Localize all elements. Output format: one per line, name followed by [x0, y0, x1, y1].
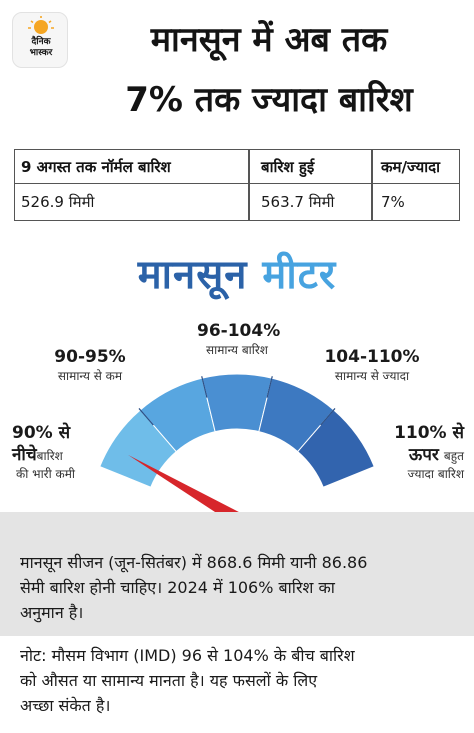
meter-title-part2: मीटर	[262, 252, 337, 298]
cell-rain-received: 563.7 मिमी	[261, 193, 335, 211]
segment-desc2: की भारी कमी	[16, 467, 76, 481]
segment-range: 96-104%	[197, 321, 281, 341]
segment-label-96-104: 96-104% सामान्य बारिश	[197, 320, 281, 358]
logo-line2: भास्कर	[29, 48, 53, 58]
info-line: सेमी बारिश होनी चाहिए। 2024 में 106% बार…	[20, 578, 335, 597]
info-box	[0, 512, 474, 636]
segment-desc: बारिश	[36, 449, 63, 463]
segment-range-l2-row: नीचेबारिश	[12, 444, 122, 466]
headline-line1: मानसून में अब तक	[150, 20, 388, 60]
gauge-tick	[266, 376, 273, 398]
dainik-bhaskar-logo: दैनिक भास्कर	[12, 12, 68, 68]
segment-range-l1: 110% से	[394, 423, 464, 443]
segment-label-below-90: 90% से नीचेबारिश की भारी कमी	[12, 422, 122, 482]
segment-desc: सामान्य से ज्यादा	[334, 369, 410, 383]
sun-icon	[28, 16, 54, 34]
segment-range-l2-row: ऊपर बहुत	[372, 444, 464, 466]
monsoon-gauge	[99, 373, 375, 512]
segment-desc2: ज्यादा बारिश	[407, 467, 464, 481]
gauge-tick	[201, 376, 208, 398]
rainfall-table: 9 अगस्त तक नॉर्मल बारिश बारिश हुई कम/ज्य…	[14, 149, 460, 221]
segment-desc: सामान्य से कम	[57, 369, 123, 383]
segment-range: 90-95%	[54, 347, 126, 367]
header-difference: कम/ज्यादा	[381, 158, 440, 176]
segment-range-l1: 90% से	[12, 423, 71, 443]
info-text: मानसून सीजन (जून-सितंबर) में 868.6 मिमी …	[20, 550, 460, 625]
note-line: को औसत या सामान्य मानता है। यह फसलों के …	[20, 671, 318, 690]
info-line: मानसून सीजन (जून-सितंबर) में 868.6 मिमी …	[20, 553, 368, 572]
note-text: नोट: मौसम विभाग (IMD) 96 से 104% के बीच …	[20, 643, 460, 718]
segment-range: 104-110%	[324, 347, 420, 367]
header-normal-rain: 9 अगस्त तक नॉर्मल बारिश	[21, 158, 171, 176]
gauge-tick	[138, 408, 154, 426]
table-divider	[248, 150, 250, 220]
meter-title-part1: मानसून	[137, 252, 248, 298]
gauge-segment	[297, 409, 375, 488]
segment-desc: बहुत	[443, 449, 464, 463]
table-header-row	[15, 150, 459, 184]
segment-range-l2: ऊपर	[408, 445, 439, 465]
gauge-needle	[127, 454, 239, 512]
segment-range-l2: नीचे	[12, 445, 37, 465]
segment-label-104-110: 104-110% सामान्य से ज्यादा	[312, 346, 432, 384]
note-line: अच्छा संकेत है।	[20, 696, 111, 715]
segment-label-90-95: 90-95% सामान्य से कम	[40, 346, 140, 384]
cell-difference: 7%	[381, 193, 405, 211]
headline-line2: 7% तक ज्यादा बारिश	[125, 80, 413, 120]
note-line: नोट: मौसम विभाग (IMD) 96 से 104% के बीच …	[20, 646, 355, 665]
table-divider	[371, 150, 373, 220]
info-line: अनुमान है।	[20, 603, 84, 622]
segment-desc: सामान्य बारिश	[206, 343, 268, 357]
meter-title: मानसून मीटर	[0, 250, 474, 300]
gauge-tick	[320, 408, 336, 426]
cell-normal-rain: 526.9 मिमी	[21, 193, 95, 211]
logo-line1: दैनिक	[31, 37, 51, 47]
segment-label-above-110: 110% से ऊपर बहुत ज्यादा बारिश	[372, 422, 464, 482]
header-rain-received: बारिश हुई	[261, 158, 315, 176]
